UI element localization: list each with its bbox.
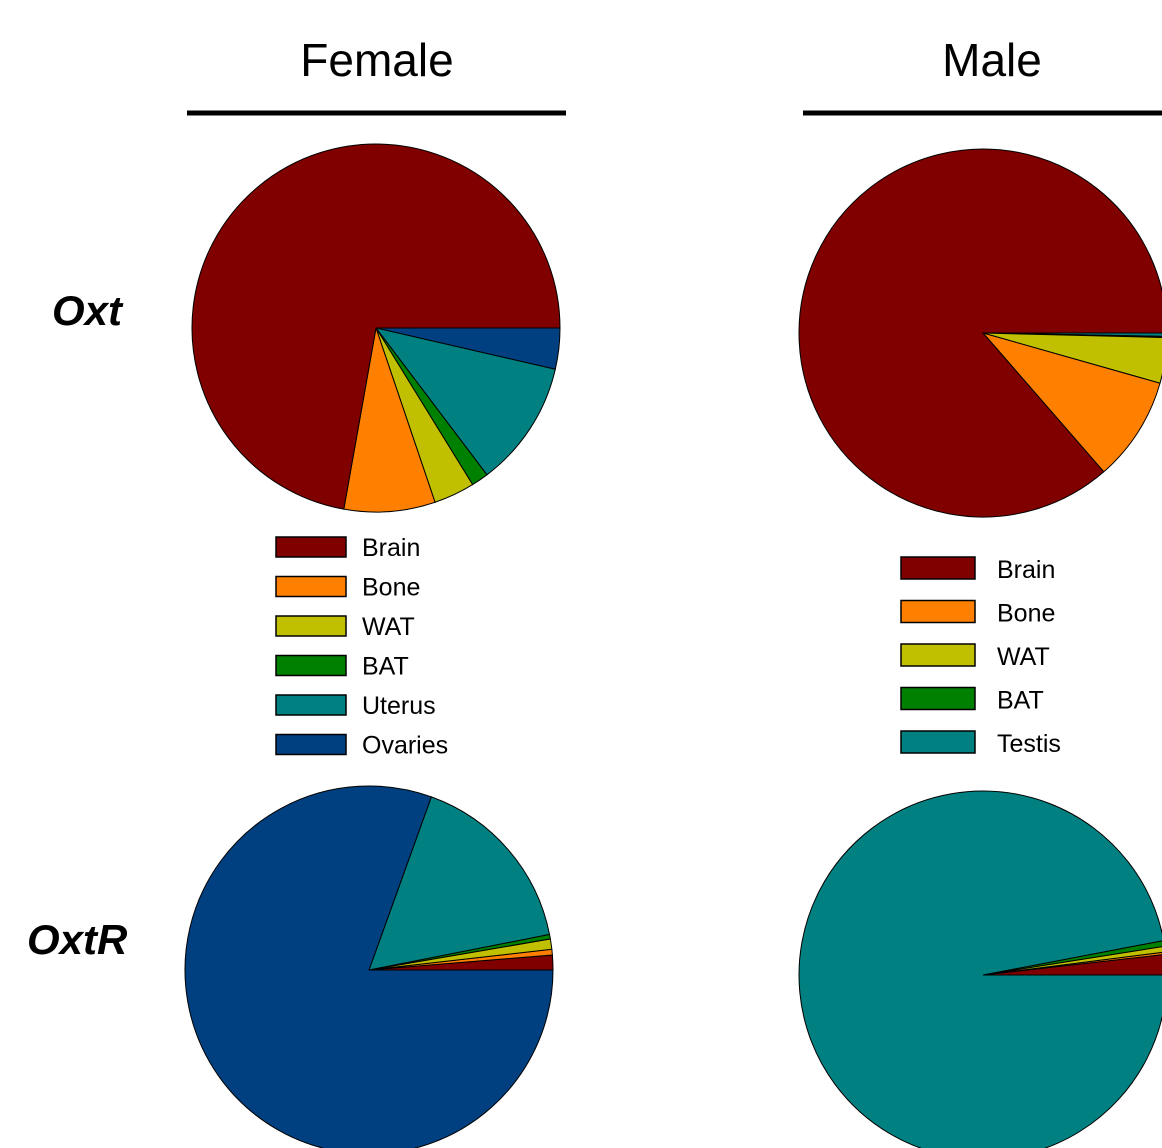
legend-label-female-ovaries: Ovaries xyxy=(362,732,448,760)
legend-swatch-male-bone xyxy=(900,599,976,624)
legend-label-female-brain: Brain xyxy=(362,534,420,562)
legend-swatch-male-testis xyxy=(900,730,976,754)
pie-slice-female-oxtr-ovaries xyxy=(184,785,554,1148)
pie-female-oxt xyxy=(191,143,561,513)
legend-swatch-female-bone xyxy=(275,575,347,598)
legend-label-female-bone: Bone xyxy=(362,574,420,602)
column-title-male: Male xyxy=(942,34,1042,86)
legend-male: Brain Bone WAT BAT Testis xyxy=(900,556,1061,758)
pie-slice-male-oxt-bone xyxy=(981,332,1161,473)
legend-swatch-female-ovaries xyxy=(275,733,347,756)
row-label-oxt: Oxt xyxy=(52,287,124,334)
legend-swatch-female-wat xyxy=(275,615,347,637)
column-title-female: Female xyxy=(300,34,453,86)
legend-swatch-female-uterus xyxy=(275,694,347,716)
pie-female-oxtr xyxy=(184,785,554,1148)
legend-label-male-testis: Testis xyxy=(997,730,1061,758)
pie-slice-female-oxt-brain xyxy=(191,143,561,510)
legend-label-male-bone: Bone xyxy=(997,600,1055,628)
legend-swatch-female-brain xyxy=(275,536,347,558)
pie-slice-female-oxt-uterus xyxy=(374,327,556,476)
legend-swatch-female-bat xyxy=(275,654,347,677)
legend-label-male-wat: WAT xyxy=(997,643,1050,671)
pie-male-oxtr xyxy=(798,790,1162,1148)
legend-swatch-male-brain xyxy=(900,556,976,580)
legend-label-female-bat: BAT xyxy=(362,653,409,681)
pie-slice-female-oxtr-uterus xyxy=(368,796,551,971)
legend-label-female-wat: WAT xyxy=(362,613,415,641)
legend-label-female-uterus: Uterus xyxy=(362,692,436,720)
legend-label-male-bat: BAT xyxy=(997,687,1044,715)
legend-swatch-male-bat xyxy=(900,686,976,711)
pie-slice-male-oxtr-testis xyxy=(798,790,1162,1148)
pie-male-oxt xyxy=(798,148,1162,518)
pie-slice-female-oxt-bone xyxy=(343,327,436,513)
legend-label-male-brain: Brain xyxy=(997,556,1055,584)
pie-slice-male-oxt-brain xyxy=(798,148,1162,518)
row-label-oxtr: OxtR xyxy=(27,916,128,963)
legend-female: Brain Bone WAT BAT Uterus Ovaries xyxy=(275,534,448,760)
legend-swatch-male-wat xyxy=(900,643,976,667)
